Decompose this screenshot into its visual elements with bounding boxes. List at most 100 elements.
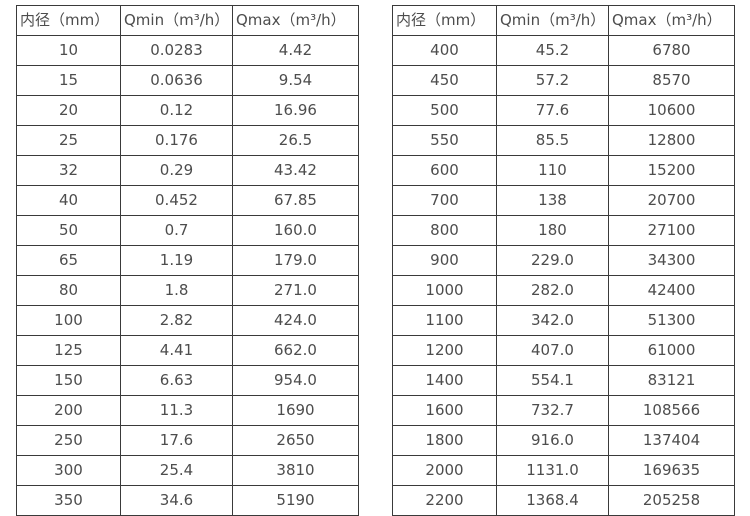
table-cell: 0.176: [120, 125, 233, 156]
table-body: 10 0.0283 4.42 15 0.0636 9.54 20 0.12 16.96 25 0.1…: [16, 35, 359, 516]
table-row: 800 180 27100: [392, 215, 735, 246]
table-cell: 110: [496, 155, 609, 186]
table-cell: 800: [392, 215, 497, 246]
table-row: 50 0.7 160.0: [16, 215, 359, 246]
table-cell: 0.0636: [120, 65, 233, 96]
table-cell: 662.0: [232, 335, 359, 366]
table-row: 1600 732.7 108566: [392, 395, 735, 426]
table-cell: 180: [496, 215, 609, 246]
table-row: 700 138 20700: [392, 185, 735, 216]
column-header: Qmin（m³/h）: [120, 5, 233, 36]
table-cell: 27100: [608, 215, 735, 246]
table-cell: 17.6: [120, 425, 233, 456]
table-cell: 3810: [232, 455, 359, 486]
table-row: 10 0.0283 4.42: [16, 35, 359, 66]
table-cell: 300: [16, 455, 121, 486]
table-cell: 732.7: [496, 395, 609, 426]
table-cell: 65: [16, 245, 121, 276]
table-body: 400 45.2 6780 450 57.2 8570 500 77.6 10600 550 85.…: [392, 35, 735, 516]
table-cell: 10: [16, 35, 121, 66]
table-cell: 34.6: [120, 485, 233, 516]
table-cell: 179.0: [232, 245, 359, 276]
table-cell: 40: [16, 185, 121, 216]
table-cell: 1.8: [120, 275, 233, 306]
table-cell: 0.7: [120, 215, 233, 246]
table-cell: 6780: [608, 35, 735, 66]
table-cell: 342.0: [496, 305, 609, 336]
table-row: 300 25.4 3810: [16, 455, 359, 486]
table-cell: 1800: [392, 425, 497, 456]
table-cell: 26.5: [232, 125, 359, 156]
table-row: 1800 916.0 137404: [392, 425, 735, 456]
table-row: 2000 1131.0 169635: [392, 455, 735, 486]
table-cell: 108566: [608, 395, 735, 426]
table-row: 550 85.5 12800: [392, 125, 735, 156]
table-row: 600 110 15200: [392, 155, 735, 186]
table-cell: 77.6: [496, 95, 609, 126]
table-cell: 32: [16, 155, 121, 186]
table-cell: 138: [496, 185, 609, 216]
table-row: 100 2.82 424.0: [16, 305, 359, 336]
table-cell: 200: [16, 395, 121, 426]
table-row: 1400 554.1 83121: [392, 365, 735, 396]
table-cell: 450: [392, 65, 497, 96]
table-cell: 80: [16, 275, 121, 306]
table-cell: 1600: [392, 395, 497, 426]
table-cell: 205258: [608, 485, 735, 516]
table-cell: 424.0: [232, 305, 359, 336]
table-cell: 4.41: [120, 335, 233, 366]
table-cell: 400: [392, 35, 497, 66]
table-cell: 8570: [608, 65, 735, 96]
table-cell: 0.12: [120, 95, 233, 126]
table-cell: 15: [16, 65, 121, 96]
table-cell: 229.0: [496, 245, 609, 276]
table-row: 150 6.63 954.0: [16, 365, 359, 396]
table-cell: 1200: [392, 335, 497, 366]
table-cell: 700: [392, 185, 497, 216]
table-cell: 25: [16, 125, 121, 156]
table-cell: 2650: [232, 425, 359, 456]
table-row: 450 57.2 8570: [392, 65, 735, 96]
table-cell: 350: [16, 485, 121, 516]
table-cell: 271.0: [232, 275, 359, 306]
table-cell: 954.0: [232, 365, 359, 396]
table-cell: 2.82: [120, 305, 233, 336]
table-cell: 100: [16, 305, 121, 336]
table-cell: 2200: [392, 485, 497, 516]
table-cell: 150: [16, 365, 121, 396]
table-cell: 50: [16, 215, 121, 246]
table-row: 2200 1368.4 205258: [392, 485, 735, 516]
table-cell: 1690: [232, 395, 359, 426]
table-row: 350 34.6 5190: [16, 485, 359, 516]
table-cell: 550: [392, 125, 497, 156]
table-cell: 160.0: [232, 215, 359, 246]
table-cell: 15200: [608, 155, 735, 186]
table-row: 500 77.6 10600: [392, 95, 735, 126]
table-cell: 554.1: [496, 365, 609, 396]
table-row: 65 1.19 179.0: [16, 245, 359, 276]
table-row: 125 4.41 662.0: [16, 335, 359, 366]
table-row: 400 45.2 6780: [392, 35, 735, 66]
table-row: 25 0.176 26.5: [16, 125, 359, 156]
table-cell: 2000: [392, 455, 497, 486]
table-row: 20 0.12 16.96: [16, 95, 359, 126]
table-row: 1100 342.0 51300: [392, 305, 735, 336]
table-cell: 916.0: [496, 425, 609, 456]
table-cell: 1.19: [120, 245, 233, 276]
table-cell: 0.452: [120, 185, 233, 216]
table-cell: 85.5: [496, 125, 609, 156]
table-cell: 20: [16, 95, 121, 126]
table-row: 80 1.8 271.0: [16, 275, 359, 306]
table-row: 32 0.29 43.42: [16, 155, 359, 186]
table-row: 1200 407.0 61000: [392, 335, 735, 366]
table-cell: 6.63: [120, 365, 233, 396]
table-cell: 250: [16, 425, 121, 456]
table-cell: 45.2: [496, 35, 609, 66]
table-cell: 83121: [608, 365, 735, 396]
table-cell: 57.2: [496, 65, 609, 96]
table-row: 15 0.0636 9.54: [16, 65, 359, 96]
table-header-row: 内径（mm） Qmin（m³/h） Qmax（m³/h）: [392, 5, 735, 36]
header-row: 内径（mm） Qmin（m³/h） Qmax（m³/h）: [392, 5, 735, 36]
table-cell: 25.4: [120, 455, 233, 486]
